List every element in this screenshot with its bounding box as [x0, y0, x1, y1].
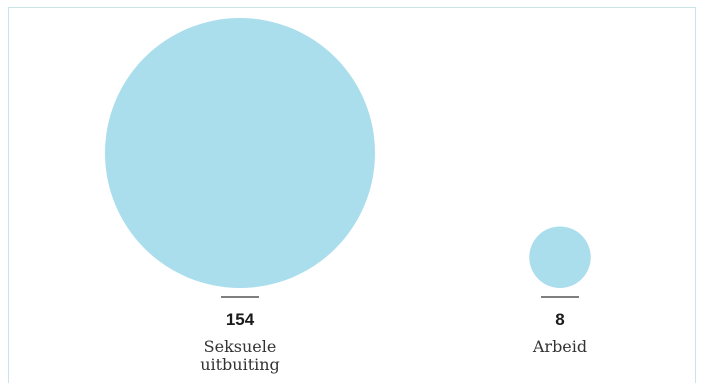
value-label-0: 154	[226, 310, 255, 329]
category-label-1-0: Arbeid	[532, 337, 587, 356]
chart-frame	[8, 7, 696, 383]
category-label-0-0: Seksuele	[204, 337, 277, 356]
bubble-1	[529, 226, 591, 288]
category-label-0-1: uitbuiting	[200, 355, 280, 374]
bubble-0	[105, 18, 375, 288]
value-label-1: 8	[555, 310, 564, 329]
